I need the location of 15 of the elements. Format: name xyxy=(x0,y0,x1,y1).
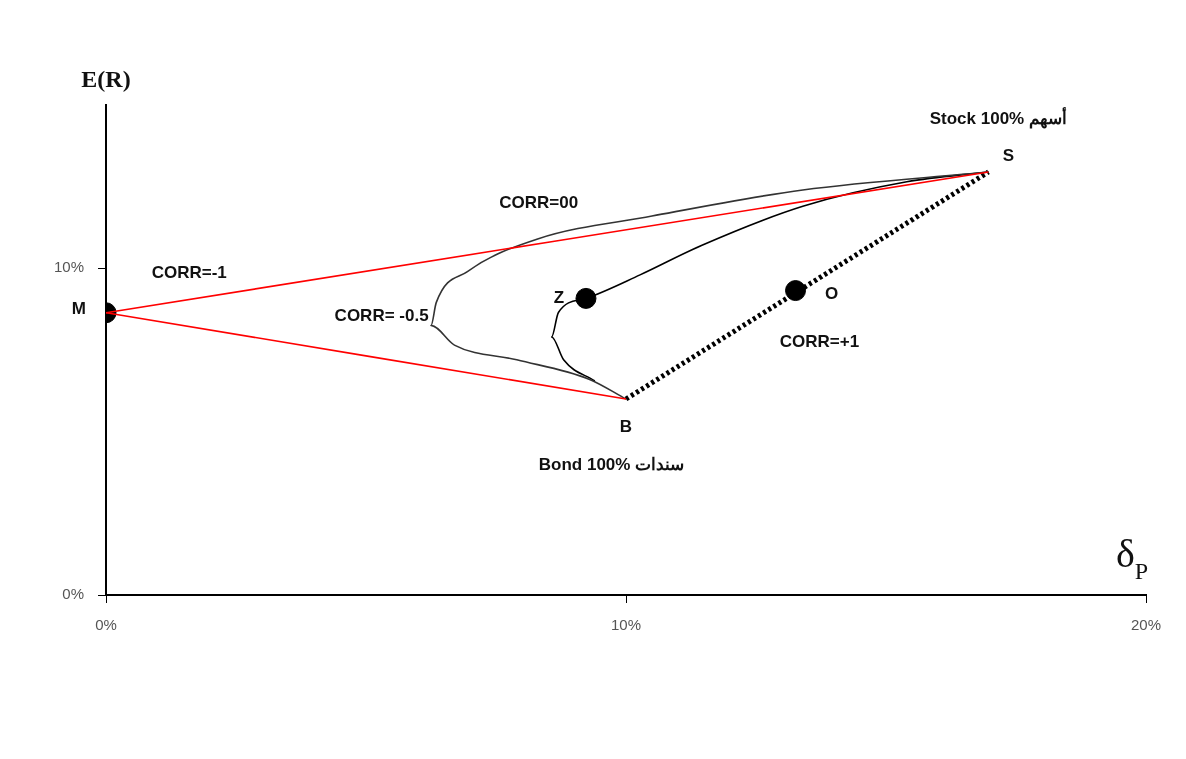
x-tick-label: 20% xyxy=(1130,616,1162,634)
annotation: CORR=00 xyxy=(499,192,579,212)
annotation: CORR=+1 xyxy=(779,331,860,351)
annotation: O xyxy=(824,284,839,304)
annotation: S xyxy=(1002,145,1015,165)
annotation: M xyxy=(71,299,87,319)
x-tick-label: 10% xyxy=(611,616,642,634)
annotation: B xyxy=(619,416,633,436)
annotation: CORR=-1 xyxy=(151,262,227,282)
annotation: Stock 100% أسهم xyxy=(929,106,1067,130)
annotation: CORR= -0.5 xyxy=(334,305,429,325)
annotation: Bond 100% سندات xyxy=(538,455,685,475)
x-tick-label: 0% xyxy=(95,616,117,634)
annotation: Z xyxy=(553,288,565,308)
y-axis-title: E(R) xyxy=(81,66,131,92)
